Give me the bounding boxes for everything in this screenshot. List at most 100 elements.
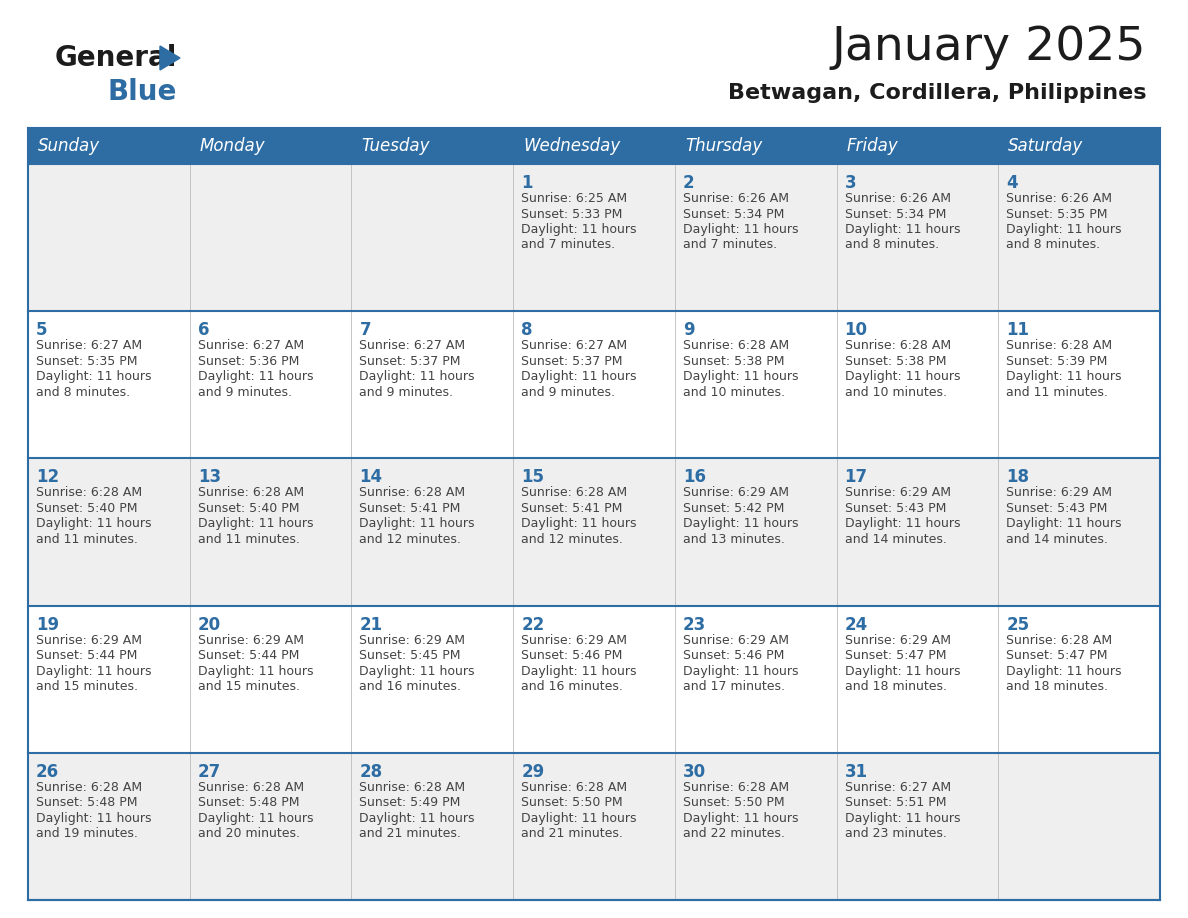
Text: Sunrise: 6:29 AM: Sunrise: 6:29 AM [1006,487,1112,499]
Text: 31: 31 [845,763,867,781]
Text: Sunrise: 6:29 AM: Sunrise: 6:29 AM [197,633,304,646]
Text: Sunrise: 6:28 AM: Sunrise: 6:28 AM [36,781,143,794]
Text: Daylight: 11 hours: Daylight: 11 hours [1006,370,1121,383]
Text: and 9 minutes.: and 9 minutes. [522,386,615,398]
Text: 27: 27 [197,763,221,781]
Text: January 2025: January 2025 [832,26,1146,71]
Text: Sunset: 5:34 PM: Sunset: 5:34 PM [845,207,946,220]
Text: Sunrise: 6:29 AM: Sunrise: 6:29 AM [845,487,950,499]
Text: 17: 17 [845,468,867,487]
Text: Daylight: 11 hours: Daylight: 11 hours [522,223,637,236]
Text: Sunrise: 6:26 AM: Sunrise: 6:26 AM [1006,192,1112,205]
Text: 3: 3 [845,174,857,192]
Text: Daylight: 11 hours: Daylight: 11 hours [845,370,960,383]
Text: Sunset: 5:41 PM: Sunset: 5:41 PM [360,502,461,515]
Text: Sunset: 5:43 PM: Sunset: 5:43 PM [845,502,946,515]
Text: 13: 13 [197,468,221,487]
Text: 10: 10 [845,321,867,339]
Text: Sunrise: 6:28 AM: Sunrise: 6:28 AM [683,339,789,353]
Text: 12: 12 [36,468,59,487]
Text: Daylight: 11 hours: Daylight: 11 hours [36,812,152,824]
Text: Daylight: 11 hours: Daylight: 11 hours [522,812,637,824]
Text: Sunset: 5:38 PM: Sunset: 5:38 PM [845,354,946,368]
Text: Daylight: 11 hours: Daylight: 11 hours [197,812,314,824]
Text: Daylight: 11 hours: Daylight: 11 hours [360,518,475,531]
Text: and 8 minutes.: and 8 minutes. [36,386,131,398]
Text: and 13 minutes.: and 13 minutes. [683,533,785,546]
Text: and 7 minutes.: and 7 minutes. [522,239,615,252]
Bar [29,164,1159,311]
Text: Daylight: 11 hours: Daylight: 11 hours [1006,223,1121,236]
Text: Daylight: 11 hours: Daylight: 11 hours [683,370,798,383]
Text: Sunrise: 6:29 AM: Sunrise: 6:29 AM [683,487,789,499]
Text: Sunset: 5:38 PM: Sunset: 5:38 PM [683,354,784,368]
Text: Sunset: 5:47 PM: Sunset: 5:47 PM [1006,649,1107,662]
Text: Daylight: 11 hours: Daylight: 11 hours [683,812,798,824]
Text: Sunset: 5:41 PM: Sunset: 5:41 PM [522,502,623,515]
Text: Daylight: 11 hours: Daylight: 11 hours [683,518,798,531]
Text: Sunrise: 6:27 AM: Sunrise: 6:27 AM [845,781,950,794]
Text: Daylight: 11 hours: Daylight: 11 hours [36,665,152,677]
Text: and 8 minutes.: and 8 minutes. [1006,239,1100,252]
Text: Daylight: 11 hours: Daylight: 11 hours [360,812,475,824]
Bar [29,128,1159,164]
Text: Sunrise: 6:29 AM: Sunrise: 6:29 AM [845,633,950,646]
Text: Sunset: 5:48 PM: Sunset: 5:48 PM [197,796,299,810]
Text: Sunset: 5:51 PM: Sunset: 5:51 PM [845,796,946,810]
Bar [29,458,1159,606]
Text: Sunrise: 6:28 AM: Sunrise: 6:28 AM [522,781,627,794]
Text: Daylight: 11 hours: Daylight: 11 hours [197,518,314,531]
Bar [29,311,1159,458]
Text: Sunrise: 6:26 AM: Sunrise: 6:26 AM [845,192,950,205]
Text: Tuesday: Tuesday [361,137,430,155]
Text: Sunrise: 6:27 AM: Sunrise: 6:27 AM [360,339,466,353]
Text: Daylight: 11 hours: Daylight: 11 hours [1006,665,1121,677]
Text: Sunset: 5:35 PM: Sunset: 5:35 PM [1006,207,1107,220]
Text: Sunrise: 6:27 AM: Sunrise: 6:27 AM [36,339,143,353]
Text: Sunset: 5:44 PM: Sunset: 5:44 PM [36,649,138,662]
Text: Sunset: 5:44 PM: Sunset: 5:44 PM [197,649,299,662]
Text: Daylight: 11 hours: Daylight: 11 hours [683,665,798,677]
Text: and 9 minutes.: and 9 minutes. [197,386,292,398]
Text: 4: 4 [1006,174,1018,192]
Text: Sunset: 5:46 PM: Sunset: 5:46 PM [522,649,623,662]
Text: 29: 29 [522,763,544,781]
Text: Saturday: Saturday [1009,137,1083,155]
Text: Sunrise: 6:27 AM: Sunrise: 6:27 AM [197,339,304,353]
Text: and 21 minutes.: and 21 minutes. [360,827,461,840]
Text: Sunset: 5:37 PM: Sunset: 5:37 PM [522,354,623,368]
Text: Sunrise: 6:29 AM: Sunrise: 6:29 AM [36,633,143,646]
Text: 26: 26 [36,763,59,781]
Text: Daylight: 11 hours: Daylight: 11 hours [845,518,960,531]
Text: Sunset: 5:48 PM: Sunset: 5:48 PM [36,796,138,810]
Text: Betwagan, Cordillera, Philippines: Betwagan, Cordillera, Philippines [727,83,1146,103]
Text: Daylight: 11 hours: Daylight: 11 hours [845,665,960,677]
Text: Sunset: 5:45 PM: Sunset: 5:45 PM [360,649,461,662]
Bar [29,753,1159,900]
Text: and 8 minutes.: and 8 minutes. [845,239,939,252]
Text: Daylight: 11 hours: Daylight: 11 hours [522,665,637,677]
Text: Thursday: Thursday [684,137,763,155]
Text: Sunset: 5:35 PM: Sunset: 5:35 PM [36,354,138,368]
Text: Wednesday: Wednesday [523,137,620,155]
Text: and 9 minutes.: and 9 minutes. [360,386,454,398]
Text: 30: 30 [683,763,706,781]
Text: 22: 22 [522,616,544,633]
Text: 5: 5 [36,321,48,339]
Text: Daylight: 11 hours: Daylight: 11 hours [845,223,960,236]
Text: Daylight: 11 hours: Daylight: 11 hours [845,812,960,824]
Text: and 18 minutes.: and 18 minutes. [845,680,947,693]
Text: and 19 minutes.: and 19 minutes. [36,827,138,840]
Text: Daylight: 11 hours: Daylight: 11 hours [36,370,152,383]
Text: Sunset: 5:40 PM: Sunset: 5:40 PM [36,502,138,515]
Text: Sunset: 5:40 PM: Sunset: 5:40 PM [197,502,299,515]
Bar [29,606,1159,753]
Text: Sunday: Sunday [38,137,100,155]
Text: and 11 minutes.: and 11 minutes. [36,533,138,546]
Text: and 14 minutes.: and 14 minutes. [1006,533,1108,546]
Text: and 20 minutes.: and 20 minutes. [197,827,299,840]
Text: Sunrise: 6:25 AM: Sunrise: 6:25 AM [522,192,627,205]
Text: Monday: Monday [200,137,265,155]
Text: 14: 14 [360,468,383,487]
Text: and 15 minutes.: and 15 minutes. [197,680,299,693]
